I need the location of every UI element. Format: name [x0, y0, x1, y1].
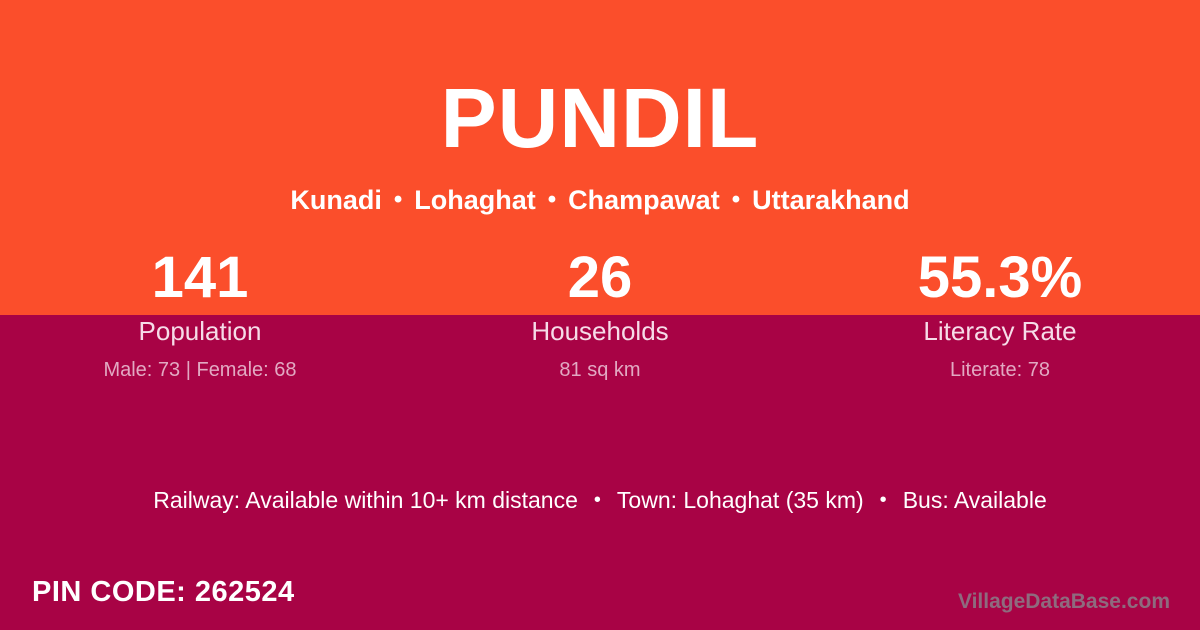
- location-part-block: Lohaghat: [414, 185, 536, 215]
- households-label: Households: [531, 316, 669, 346]
- stat-population: 141 Population Male: 73 | Female: 68: [0, 246, 400, 382]
- literacy-value: 55.3%: [917, 245, 1083, 310]
- households-value: 26: [567, 245, 633, 310]
- village-title: PUNDIL: [440, 71, 760, 165]
- location-breadcrumb: Kunadi • Lohaghat • Champawat • Uttarakhand: [0, 184, 1200, 216]
- population-value: 141: [151, 245, 249, 310]
- stats-row: 141 Population Male: 73 | Female: 68 26 …: [0, 246, 1200, 382]
- bullet-separator: •: [547, 186, 557, 213]
- location-part-village: Kunadi: [290, 185, 382, 215]
- railway-info: Railway: Available within 10+ km distanc…: [153, 487, 578, 513]
- bullet-separator: •: [393, 186, 403, 213]
- watermark-branding: VillageDataBase.com: [957, 590, 1170, 613]
- bullet-separator: •: [879, 489, 887, 511]
- bus-info: Bus: Available: [902, 487, 1047, 513]
- literacy-detail: Literate: 78: [949, 359, 1051, 381]
- bullet-separator: •: [593, 489, 601, 511]
- literacy-label: Literacy Rate: [923, 316, 1077, 346]
- population-detail: Male: 73 | Female: 68: [103, 359, 297, 381]
- stat-households: 26 Households 81 sq km: [400, 246, 800, 382]
- hero-background: [0, 0, 1200, 315]
- location-part-district: Champawat: [568, 185, 720, 215]
- pin-code-value: 262524: [194, 576, 295, 608]
- population-label: Population: [138, 316, 262, 346]
- stat-literacy: 55.3% Literacy Rate Literate: 78: [800, 246, 1200, 382]
- pin-code: PIN CODE: 262524: [32, 575, 295, 609]
- transport-info: Railway: Available within 10+ km distanc…: [0, 486, 1200, 514]
- pin-code-label: PIN CODE:: [32, 576, 187, 608]
- bullet-separator: •: [731, 186, 741, 213]
- location-part-state: Uttarakhand: [752, 185, 910, 215]
- town-info: Town: Lohaghat (35 km): [616, 487, 864, 513]
- households-detail: 81 sq km: [559, 359, 641, 381]
